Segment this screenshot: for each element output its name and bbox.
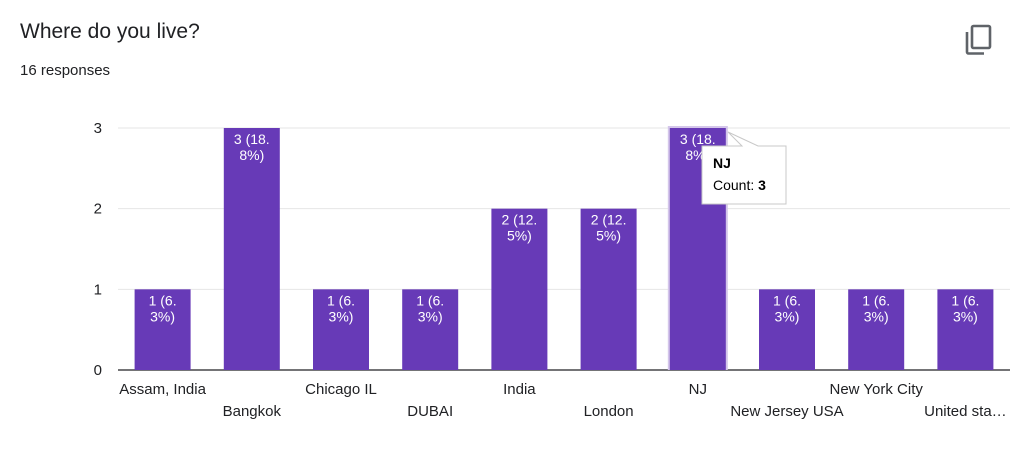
bar-data-label: 3 (18. [234, 131, 270, 147]
bar-data-label: 1 (6. [951, 292, 979, 308]
bar-data-label: 2 (12. [501, 212, 537, 228]
x-axis-categories: Assam, India Bangkok Chicago IL DUBAI India L… [119, 381, 1006, 420]
x-category-label: Assam, India [119, 381, 206, 398]
bar[interactable] [134, 289, 191, 370]
response-count: 16 responses [20, 62, 111, 79]
bar-data-label: 1 (6. [416, 292, 444, 308]
tooltip-category: NJ [713, 155, 731, 171]
bar-data-label: 3%) [150, 308, 175, 324]
bar-data-label: 1 (6. [773, 292, 801, 308]
bar[interactable] [491, 208, 548, 370]
bar[interactable] [937, 289, 994, 370]
bar[interactable] [313, 289, 369, 370]
chart-tooltip: NJ Count: 3 [701, 131, 787, 205]
bar-data-label: 3%) [775, 308, 800, 324]
copy-chart-button[interactable] [960, 20, 1000, 60]
y-axis-ticks: 0 1 2 3 [94, 120, 102, 379]
bar-data-label: 3%) [418, 308, 443, 324]
bar-data-label: 1 (6. [149, 292, 177, 308]
bar-data-label: 3%) [329, 308, 354, 324]
y-tick-label: 1 [94, 281, 102, 298]
bar-data-label: 3%) [864, 308, 889, 324]
bar-data-label: 8%) [239, 147, 264, 163]
bar-data-label: 3%) [953, 308, 978, 324]
x-category-label: London [584, 403, 634, 420]
bar-data-label: 1 (6. [862, 292, 890, 308]
bar[interactable] [402, 289, 459, 370]
question-title: Where do you live? [20, 20, 200, 43]
x-category-label: India [503, 381, 536, 398]
bar-data-label: 5%) [507, 228, 532, 244]
x-category-label: New Jersey USA [730, 403, 843, 420]
bar-data-label: 2 (12. [591, 212, 627, 228]
y-tick-label: 3 [94, 120, 102, 137]
bar[interactable] [759, 289, 815, 370]
x-category-label: New York City [830, 381, 924, 398]
bar-data-labels: 1 (6.3%)3 (18.8%)1 (6.3%)1 (6.3%)2 (12.5… [149, 131, 980, 324]
y-tick-label: 0 [94, 362, 102, 379]
x-category-label: NJ [689, 381, 707, 398]
tooltip-box [701, 131, 787, 205]
y-tick-label: 2 [94, 201, 102, 218]
copy-icon [965, 24, 992, 55]
chart-bars [134, 126, 994, 370]
bar-data-label: 3 (18. [680, 131, 716, 147]
tooltip-count: Count: 3 [713, 177, 766, 193]
x-category-label: Chicago IL [305, 381, 377, 398]
bar[interactable] [848, 289, 905, 370]
x-category-label: Bangkok [223, 403, 282, 420]
x-category-label: United sta… [924, 403, 1007, 420]
bar[interactable] [223, 128, 280, 370]
x-category-label: DUBAI [407, 403, 453, 420]
bar-data-label: 5%) [596, 228, 621, 244]
bar-data-label: 1 (6. [327, 292, 355, 308]
bar[interactable] [580, 208, 637, 370]
